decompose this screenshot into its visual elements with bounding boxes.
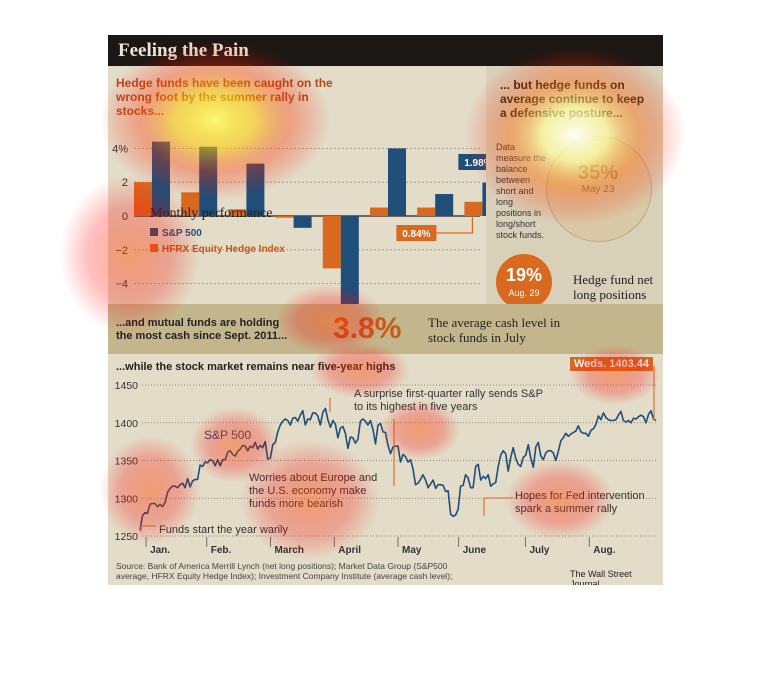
legend-hfrx-swatch (150, 244, 158, 252)
line-month-label: April (338, 545, 361, 556)
line-y-tick-label: 1300 (115, 493, 139, 505)
line-y-tick-label: 1250 (115, 531, 139, 543)
line-month-label: May (402, 545, 422, 556)
leader-fed (483, 497, 513, 516)
line-month-label: Jan. (150, 545, 170, 556)
source-note: Source: Bank of America Merrill Lynch (n… (116, 561, 453, 581)
bar-hfrx (417, 207, 436, 216)
line-month-label: July (529, 545, 549, 556)
bar-sp (435, 194, 454, 216)
small-date: Aug. 29 (508, 288, 540, 298)
big-value: 35% (577, 162, 619, 184)
line-y-tick-label: 1350 (115, 456, 139, 468)
line-y-tick-label: 1400 (115, 418, 139, 430)
net-long-heading: ... but hedge funds on average continue … (500, 78, 645, 120)
line-month-label: March (275, 545, 304, 556)
infographic: Feeling the Pain Hedge funds have been c… (108, 35, 663, 585)
bar-y-tick-label: −4 (115, 279, 128, 291)
annotation-q1-rally: A surprise first-quarter rally sends S&P… (354, 388, 543, 413)
annotation-europe: Worries about Europe and the U.S. econom… (249, 472, 378, 510)
bar-hfrx (228, 209, 247, 216)
label-box-hfrx-aug (396, 225, 437, 241)
series-label-sp: S&P 500 (204, 428, 252, 442)
cash-level-caption: The average cash level in stock funds in… (428, 315, 561, 345)
bar-hfrx (322, 216, 341, 269)
bar-y-tick-label: −2 (115, 245, 128, 257)
annotation-fed: Hopes for Fed intervention spark a summe… (515, 490, 645, 515)
line-month-label: June (463, 545, 487, 556)
bar-hfrx (275, 216, 294, 218)
small-circle (496, 254, 552, 310)
bar-chart: 4%20−2−4−6Jan.Feb.MarchAprilMayJuneJulyA… (112, 141, 501, 334)
cash-level-text: ...and mutual funds are holding the most… (116, 317, 288, 342)
bar-legend-title: Monthly performance (150, 206, 273, 221)
leader-start-year (140, 525, 156, 532)
bar-y-tick-label: 4% (112, 143, 128, 155)
line-y-tick-label: 1450 (115, 380, 139, 392)
legend-sp: S&P 500 (150, 228, 202, 239)
legend-hfrx-label: HFRX Equity Hedge Index (162, 244, 285, 255)
bar-chart-panel: Hedge funds have been caught on the wron… (108, 66, 501, 334)
annotation-start-year: Funds start the year warily (159, 524, 288, 536)
bar-sp (293, 216, 312, 228)
small-value: 19% (505, 265, 543, 285)
bar-hfrx (370, 207, 388, 216)
bar-sp (152, 141, 170, 216)
bar-hfrx (464, 201, 483, 216)
line-month-label: Aug. (593, 545, 615, 556)
bar-sp (388, 148, 406, 216)
net-long-note: Data measure the balance between short a… (496, 142, 547, 240)
page-title: Feeling the Pain (108, 35, 663, 66)
legend-sp-label: S&P 500 (162, 228, 202, 239)
data-label-hfrx-aug: 0.84% (402, 229, 430, 240)
legend-sp-swatch (150, 228, 158, 236)
big-date: May 23 (581, 184, 615, 195)
bar-y-tick-label: 2 (122, 177, 128, 189)
legend-hfrx: HFRX Equity Hedge Index (150, 244, 285, 255)
line-chart-panel: ...while the stock market remains near f… (108, 354, 663, 585)
callout-last: Weds. 1403.44 (570, 357, 654, 371)
line-month-label: Feb. (211, 545, 232, 556)
cash-level-value: 3.8% (333, 312, 402, 345)
bar-y-tick-label: 0 (122, 211, 128, 223)
net-long-panel: ... but hedge funds on average continue … (486, 66, 663, 310)
net-long-caption: Hedge fund net long positions (573, 272, 654, 302)
credit: The Wall Street Journal (570, 569, 632, 585)
cash-level-band: ...and mutual funds are holding the most… (108, 304, 663, 354)
